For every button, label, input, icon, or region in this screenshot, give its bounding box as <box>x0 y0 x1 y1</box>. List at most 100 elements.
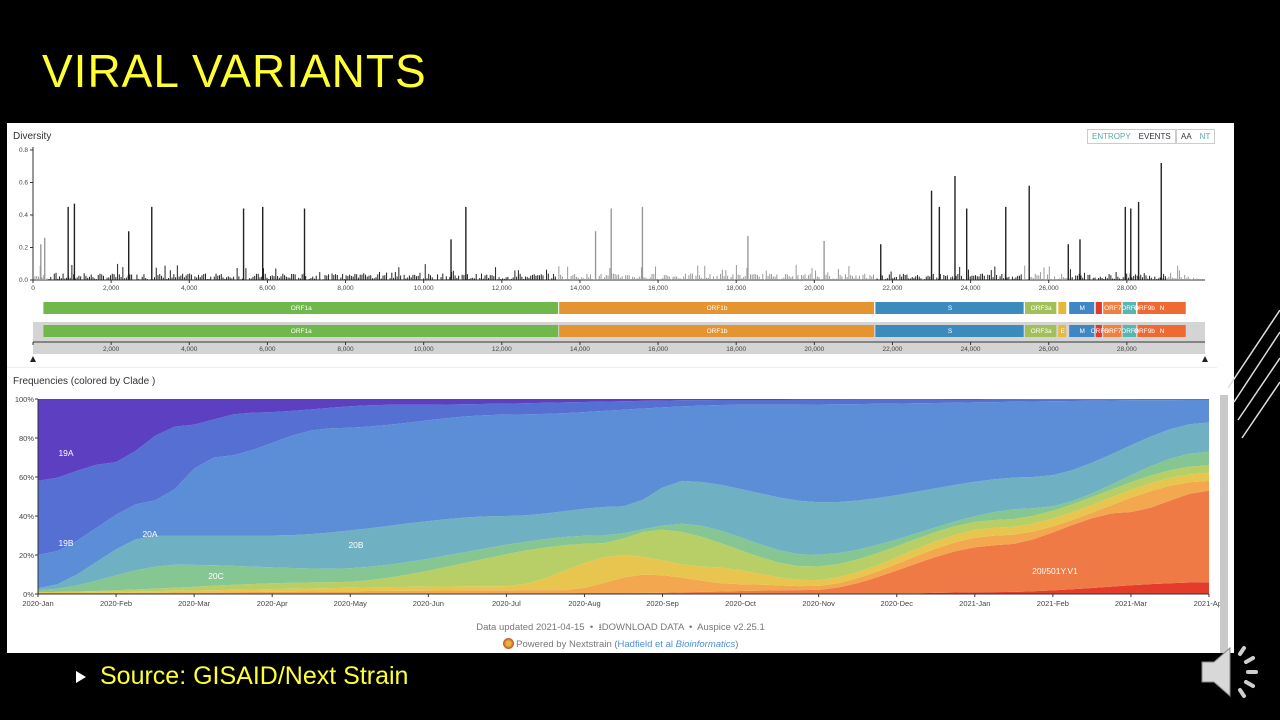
top-row-gene <box>1025 302 1057 314</box>
bottom-row-gene <box>559 325 875 337</box>
frequencies-label: Frequencies (colored by Clade ) <box>13 376 156 387</box>
zoom-x-tick-label: 14,000 <box>570 346 590 353</box>
freq-y-tick-label: 20% <box>19 551 34 560</box>
freq-x-tick-label: 2020-Jul <box>492 599 521 608</box>
entropy-x-tick-label: 6,000 <box>259 285 276 292</box>
entropy-y-tick-label: 0.2 <box>19 245 28 252</box>
data-updated: Data updated 2021-04-15 <box>476 622 585 633</box>
freq-x-tick-label: 2020-Feb <box>100 599 132 608</box>
freq-x-tick-label: 2020-Sep <box>646 599 679 608</box>
top-row-gene-label: S <box>948 305 953 312</box>
entropy-y-tick-label: 0.4 <box>19 212 28 219</box>
bottom-row-gene-label: N <box>1160 328 1165 335</box>
top-row-gene <box>1095 302 1102 314</box>
freq-x-tick-label: 2020-Mar <box>178 599 211 608</box>
nextstrain-screenshot: Diversity ENTROPY EVENTS AA NT 0.0 0.2 0.4… <box>7 123 1234 653</box>
entropy-toggle[interactable]: ENTROPY <box>1092 132 1131 141</box>
bottom-row-gene-label: ORF7 <box>1104 328 1122 335</box>
bottom-row-gene-label: ORF1b <box>707 328 728 335</box>
entropy-x-tick-label: 26,000 <box>1039 285 1059 292</box>
download-icon[interactable]: ⭳ <box>598 622 602 633</box>
zoom-x-tick-label: 26,000 <box>1039 346 1059 353</box>
zoom-handle-right-icon[interactable] <box>1202 356 1208 362</box>
zoom-x-tick-label: 4,000 <box>181 346 198 353</box>
bottom-row-gene <box>1103 325 1122 337</box>
freq-x-tick-label: 2020-Apr <box>257 599 288 608</box>
bottom-row-gene-label: ORF1a <box>291 328 312 335</box>
top-row-gene-label: N <box>1160 305 1165 312</box>
top-row-gene <box>43 302 559 314</box>
nt-toggle[interactable]: NT <box>1199 132 1211 141</box>
bottom-row-gene <box>1025 325 1057 337</box>
top-row-gene <box>1069 302 1095 314</box>
entropy-x-tick-label: 18,000 <box>726 285 746 292</box>
clade-stream[interactable] <box>38 399 1209 481</box>
top-row-gene-label: ORF1a <box>291 305 312 312</box>
clade-label: 20I/501Y.V1 <box>1032 566 1078 576</box>
clade-label: 20C <box>208 571 224 581</box>
freq-x-tick-label: 2020-Jun <box>413 599 444 608</box>
top-row-gene <box>1058 302 1067 314</box>
powered-by-text: Powered by Nextstrain ( <box>516 639 618 650</box>
entropy-x-tick-label: 10,000 <box>414 285 434 292</box>
entropy-x-tick-label: 24,000 <box>961 285 981 292</box>
entropy-x-tick-label: 14,000 <box>570 285 590 292</box>
footer-line-2: Powered by Nextstrain (Hadfield et al Bi… <box>7 638 1234 650</box>
freq-y-tick-label: 60% <box>19 473 34 482</box>
zoom-x-tick-label: 28,000 <box>1117 346 1137 353</box>
clade-stream[interactable] <box>38 465 1209 593</box>
clade-label: 20A <box>142 529 157 539</box>
bottom-row-gene-label: ORF9b <box>1134 328 1155 335</box>
top-row-gene <box>1137 302 1186 314</box>
bottom-row-gene-label: M <box>1080 328 1085 335</box>
entropy-x-tick-label: 20,000 <box>804 285 824 292</box>
credit-close: ) <box>735 639 739 650</box>
entropy-chart[interactable]: 0.0 0.2 0.4 0.6 0.8 0 2,000 4,000 6,000 8,000 10,0… <box>7 123 1234 368</box>
frequencies-chart[interactable]: 0% 20% 40% 60% 80% 100% 2020-Jan 2020-Feb 2020-M… <box>7 388 1234 633</box>
scrollbar[interactable] <box>1220 395 1228 653</box>
clade-stream[interactable] <box>38 400 1209 589</box>
hadfield-link[interactable]: Hadfield et al <box>617 639 673 650</box>
top-row-gene <box>559 302 875 314</box>
top-row-gene-label: ORF3a <box>1031 305 1052 312</box>
diversity-label: Diversity <box>13 131 52 142</box>
events-toggle[interactable]: EVENTS <box>1138 132 1171 141</box>
clade-stream[interactable] <box>38 422 1209 591</box>
entropy-x-tick-label: 16,000 <box>648 285 668 292</box>
freq-x-tick-label: 2020-Jan <box>22 599 53 608</box>
zoom-handle-left-icon[interactable] <box>30 356 36 362</box>
freq-y-tick-label: 0% <box>23 590 34 599</box>
clade-stream[interactable] <box>38 473 1209 593</box>
clade-label: 20B <box>348 540 363 550</box>
entropy-x-tick-label: 0 <box>31 285 35 292</box>
freq-x-tick-label: 2020-Oct <box>725 599 757 608</box>
clade-stream[interactable] <box>38 582 1209 594</box>
bottom-row-gene-label: ORF6 <box>1091 328 1109 335</box>
entropy-x-tick-label: 2,000 <box>103 285 120 292</box>
bullet-triangle-icon <box>76 670 86 683</box>
bioinformatics-link[interactable]: Bioinformatics <box>675 639 736 650</box>
zoom-x-tick-label: 20,000 <box>804 346 824 353</box>
freq-x-tick-label: 2020-Aug <box>568 599 601 608</box>
nextstrain-logo-icon <box>502 638 514 649</box>
entropy-y-tick-label: 0.0 <box>19 277 28 284</box>
bottom-row-gene <box>1122 325 1136 337</box>
decorative-lines <box>1228 310 1280 439</box>
freq-x-tick-label: 2020-May <box>334 599 368 608</box>
bottom-row-gene-label: S <box>948 328 953 335</box>
clade-stream[interactable] <box>38 490 1209 594</box>
zoom-x-tick-label: 24,000 <box>961 346 981 353</box>
entropy-y-tick-label: 0.6 <box>19 180 28 187</box>
zoom-x-tick-label: 12,000 <box>492 346 512 353</box>
top-row-gene-label: ORF1b <box>707 305 728 312</box>
speaker-icon[interactable] <box>1198 640 1264 706</box>
top-row-gene-label: ORF8 <box>1121 305 1139 312</box>
download-data-link[interactable]: DOWNLOAD DATA <box>601 622 684 633</box>
aa-toggle[interactable]: AA <box>1181 132 1192 141</box>
bottom-row-gene <box>1137 325 1186 337</box>
entropy-y-tick-label: 0.8 <box>19 147 28 154</box>
bottom-row-gene-label: ORF8 <box>1121 328 1139 335</box>
zoom-x-tick-label: 10,000 <box>414 346 434 353</box>
zoom-x-tick-label: 6,000 <box>259 346 276 353</box>
zoom-x-tick-label: 18,000 <box>726 346 746 353</box>
